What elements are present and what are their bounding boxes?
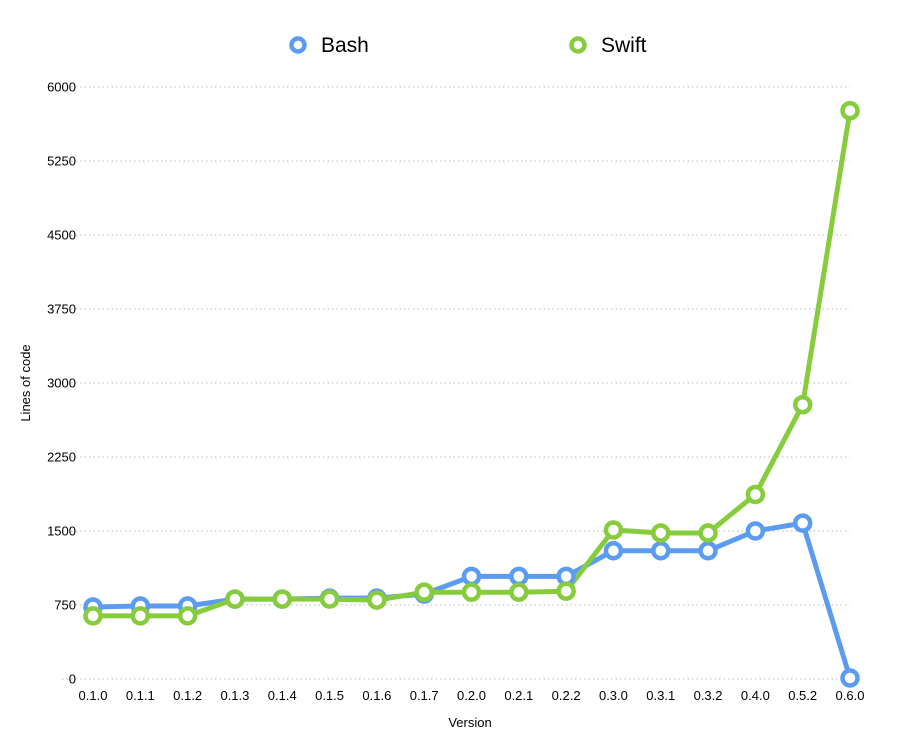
y-tick-label: 5250 [47,154,76,169]
y-tick-label: 4500 [47,228,76,243]
x-tick-label: 0.4.0 [741,688,770,703]
data-point-swift [225,589,245,609]
data-point-swift [367,590,387,610]
legend-item-swift: Swift [569,34,647,57]
data-point-swift [319,589,340,609]
series-points-swift [83,100,860,626]
data-point-swift [83,606,103,626]
x-tick-label: 0.1.3 [220,688,249,703]
y-axis-ticks: 0 750 1500 2250 3000 3750 4500 5250 6000 [47,80,76,687]
legend-marker-swift [569,36,587,54]
data-point-swift [651,523,671,543]
y-tick-label: 1500 [47,524,76,539]
x-tick-label: 0.1.0 [79,688,108,703]
legend-label-swift: Swift [601,34,647,57]
data-point-swift [272,589,292,609]
legend: Bash Swift [289,34,647,57]
data-point-bash [651,540,671,561]
x-tick-label: 0.2.1 [504,688,533,703]
x-axis-title: Version [448,715,491,730]
x-tick-label: 0.6.0 [836,688,865,703]
data-point-bash [698,540,718,561]
x-tick-label: 0.3.1 [646,688,675,703]
legend-item-bash: Bash [289,34,369,57]
data-point-bash [840,668,860,688]
x-tick-label: 0.2.2 [552,688,581,703]
data-point-swift [698,523,718,543]
y-tick-label: 3750 [47,302,76,317]
legend-marker-bash [289,36,307,54]
y-tick-label: 0 [69,672,76,687]
data-point-swift [461,582,482,602]
x-tick-label: 0.1.7 [410,688,439,703]
data-point-swift [840,100,860,121]
data-point-bash [792,513,813,533]
data-point-bash [509,566,529,587]
x-tick-label: 0.2.0 [457,688,486,703]
data-point-swift [509,582,529,602]
data-point-swift [177,606,198,626]
data-point-bash [603,540,624,561]
x-tick-label: 0.5.2 [788,688,817,703]
y-tick-label: 750 [54,598,76,613]
x-tick-label: 0.1.6 [362,688,391,703]
x-tick-label: 0.3.0 [599,688,628,703]
y-tick-label: 2250 [47,450,76,465]
x-tick-label: 0.1.5 [315,688,344,703]
data-point-swift [414,582,434,602]
data-point-swift [603,520,624,540]
legend-label-bash: Bash [321,34,369,57]
data-point-swift [130,606,151,626]
data-point-swift [556,581,576,601]
x-axis-ticks: 0.1.0 0.1.1 0.1.2 0.1.3 0.1.4 0.1.5 0.1.6 0.1.7… [79,688,865,703]
data-point-bash [461,566,482,587]
y-tick-label: 3000 [47,376,76,391]
data-point-swift [792,394,813,415]
data-point-bash [745,521,766,541]
x-tick-label: 0.1.2 [173,688,202,703]
x-tick-label: 0.1.1 [126,688,155,703]
y-tick-label: 6000 [47,80,76,95]
y-axis-title: Lines of code [18,344,33,421]
x-tick-label: 0.1.4 [268,688,297,703]
x-tick-label: 0.3.2 [694,688,723,703]
data-point-swift [745,484,766,505]
series-markers [83,100,860,688]
